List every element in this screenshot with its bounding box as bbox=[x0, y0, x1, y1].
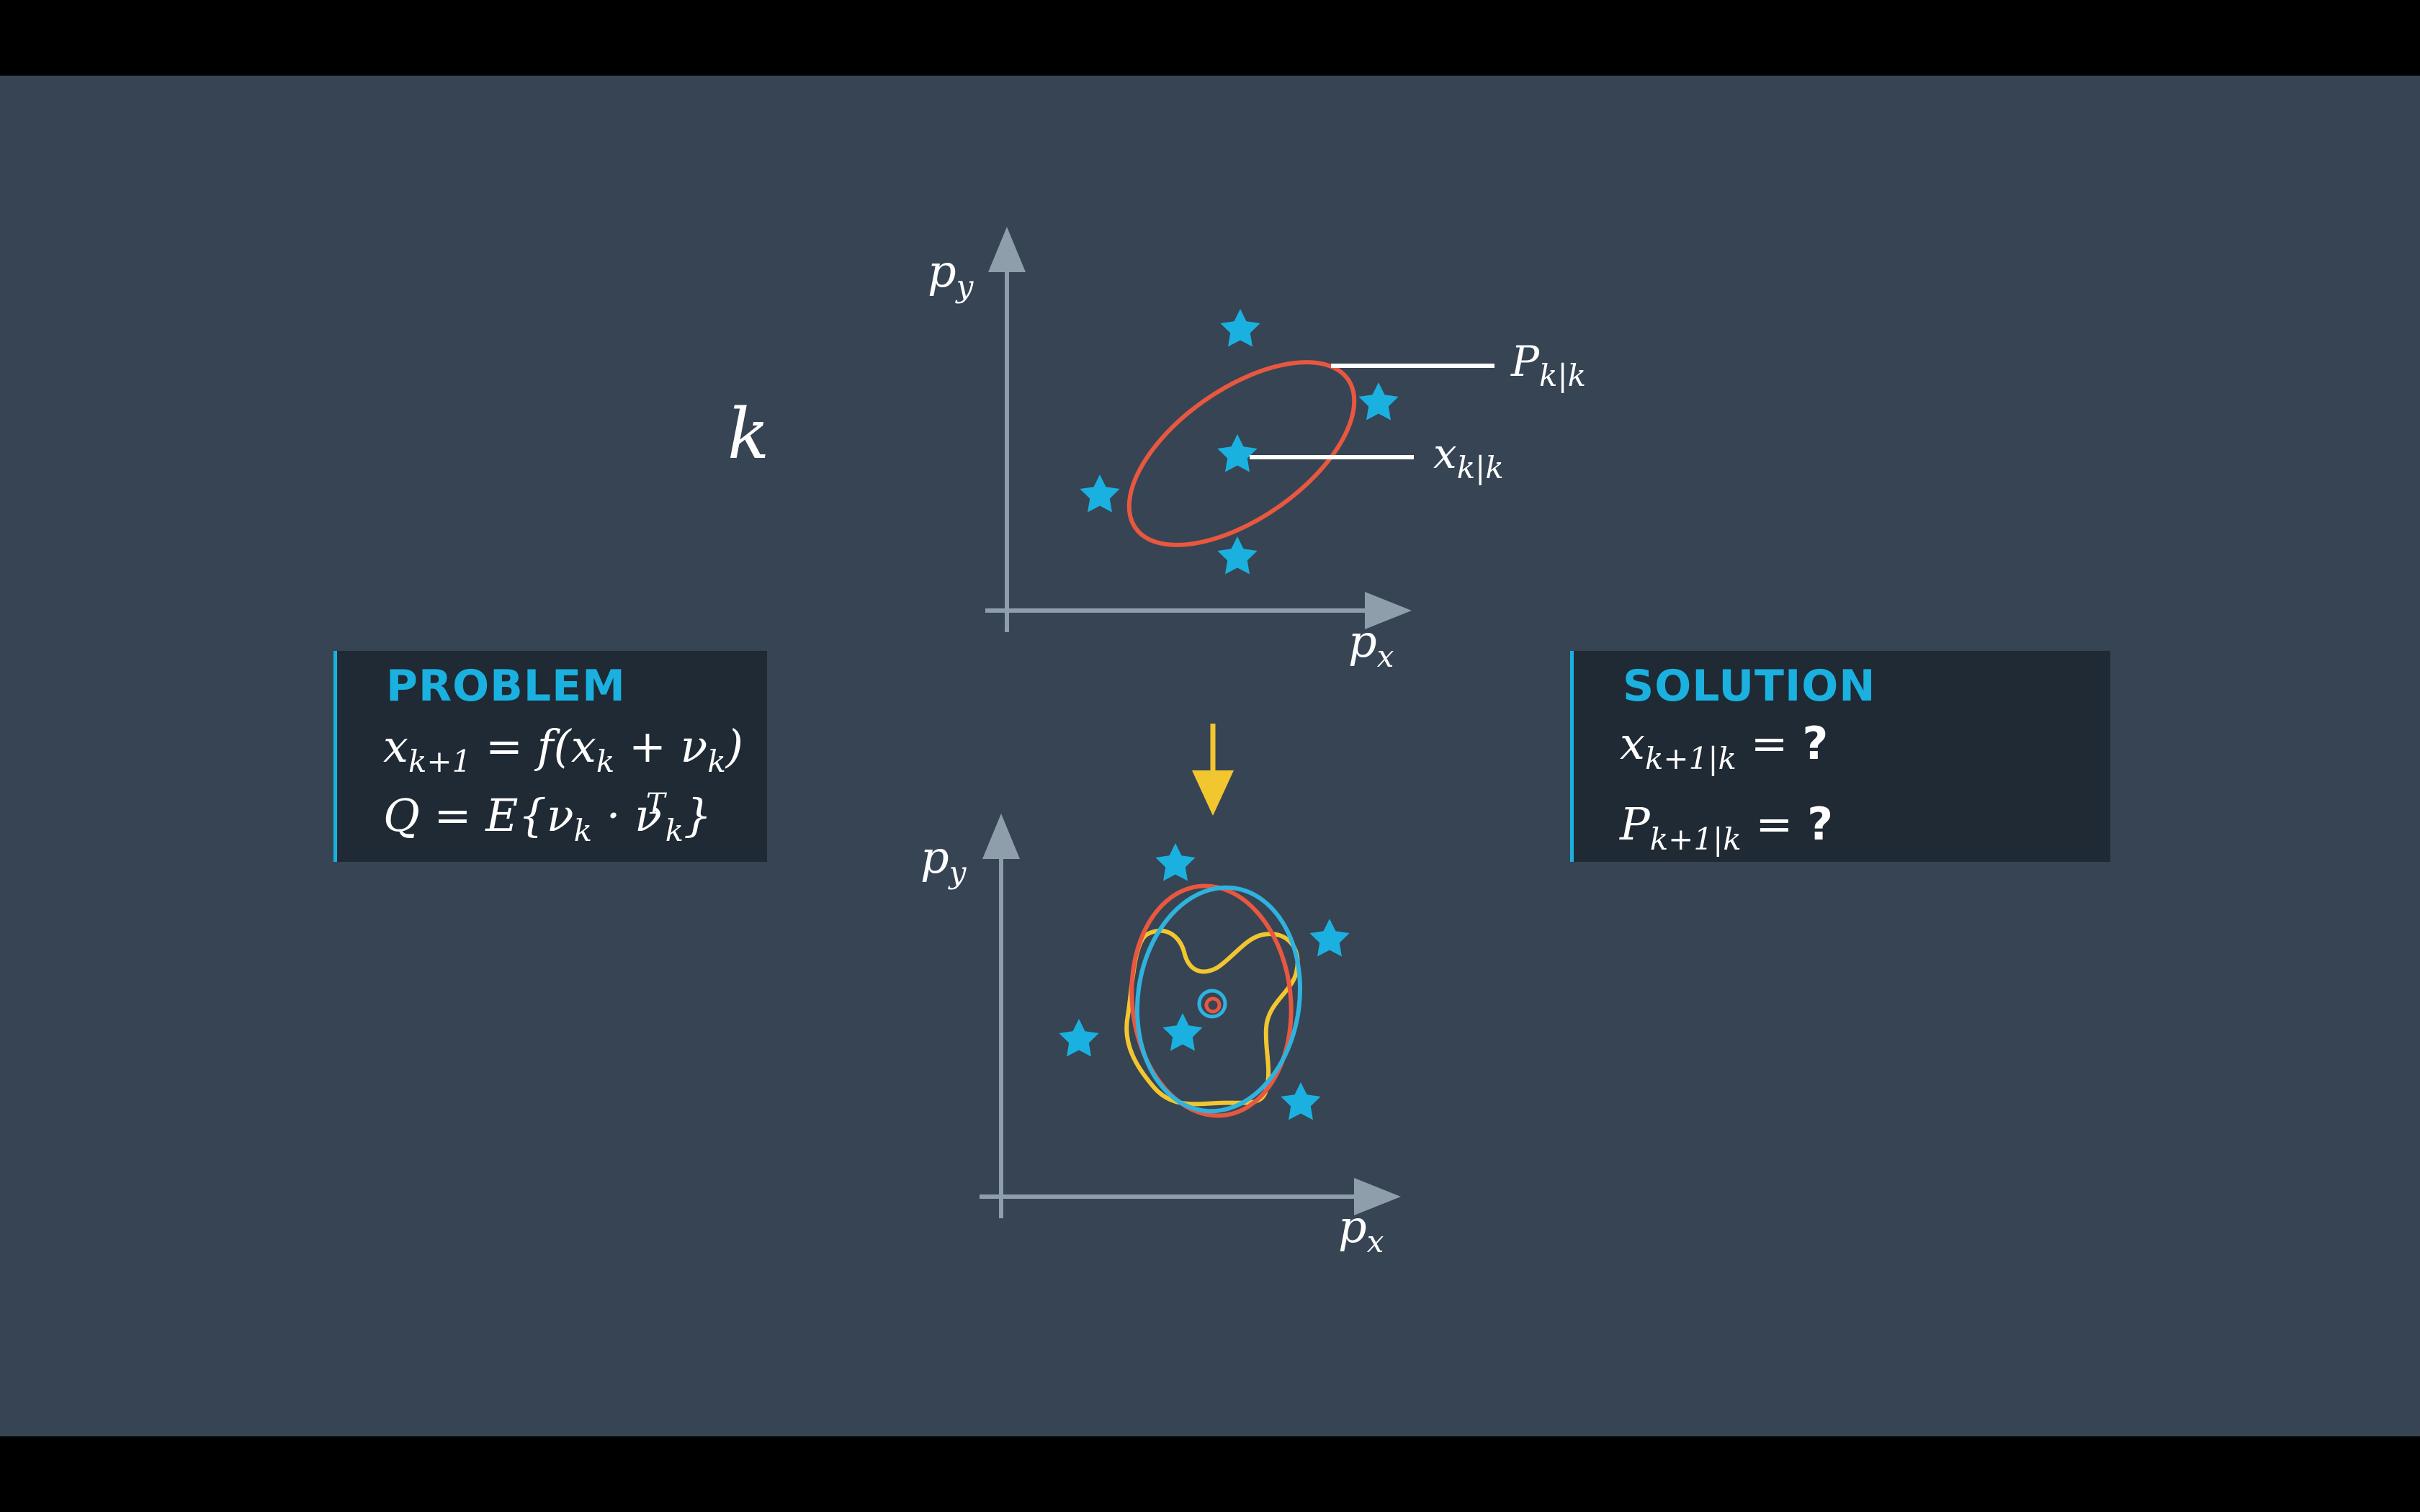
top-y-axis-label: py bbox=[928, 245, 974, 304]
covariance-ellipse bbox=[1126, 360, 1357, 547]
bottom-y-axis-label: py bbox=[920, 831, 967, 890]
predicted-state-equation: xk+1|k = ? bbox=[1620, 717, 1829, 776]
process-noise-equation: Q = E{νk · νTk} bbox=[383, 788, 712, 848]
process-model-equation: xk+1 = f(xk + νk) bbox=[383, 720, 743, 779]
time-step-label: k bbox=[727, 394, 769, 474]
down-arrow bbox=[1192, 724, 1234, 816]
top-y-arrowhead bbox=[988, 227, 1026, 272]
covariance-label: Pk|k bbox=[1510, 337, 1586, 393]
top-x-axis-label: px bbox=[1348, 615, 1394, 674]
bottom-x-arrowhead bbox=[1354, 1178, 1401, 1215]
predicted-ellipse-blue bbox=[1134, 885, 1303, 1114]
sigma-point-star bbox=[1220, 309, 1260, 347]
sigma-point-star bbox=[1217, 536, 1258, 575]
transformed-sigma-point-star bbox=[1059, 1019, 1099, 1057]
bottom-y-arrowhead bbox=[982, 814, 1020, 859]
predicted-ellipse-red bbox=[1129, 883, 1294, 1118]
solution-title: SOLUTION bbox=[1623, 661, 1876, 711]
transformed-sigma-point-star bbox=[1309, 919, 1350, 957]
mean-circle-red bbox=[1204, 996, 1222, 1014]
bottom-plot: py px bbox=[920, 814, 1401, 1259]
transformed-sigma-point-star bbox=[1281, 1082, 1321, 1120]
sigma-point-star bbox=[1217, 434, 1258, 472]
state-label: xk|k bbox=[1433, 429, 1504, 485]
true-distribution-shape bbox=[1124, 928, 1300, 1107]
diagram: py px Pk|k xk|k k py px bbox=[727, 227, 1586, 1259]
sigma-point-star bbox=[1080, 474, 1120, 513]
predicted-covariance-equation: Pk+1|k = ? bbox=[1620, 798, 1834, 857]
bottom-x-axis-label: px bbox=[1338, 1200, 1384, 1259]
top-plot: py px Pk|k xk|k bbox=[928, 227, 1586, 674]
solution-box: SOLUTION xk+1|k = ? Pk+1|k = ? bbox=[1570, 651, 2110, 862]
sigma-point-star bbox=[1358, 382, 1399, 420]
transformed-sigma-point-star bbox=[1162, 1013, 1203, 1051]
top-x-arrowhead bbox=[1365, 592, 1412, 629]
problem-box: PROBLEM xk+1 = f(xk + νk) Q = E{νk · νTk… bbox=[333, 651, 767, 862]
mean-circle-blue bbox=[1197, 989, 1227, 1019]
slide: py px Pk|k xk|k k py px bbox=[0, 76, 2420, 1436]
problem-title: PROBLEM bbox=[386, 661, 626, 711]
transformed-sigma-point-star bbox=[1155, 843, 1196, 881]
